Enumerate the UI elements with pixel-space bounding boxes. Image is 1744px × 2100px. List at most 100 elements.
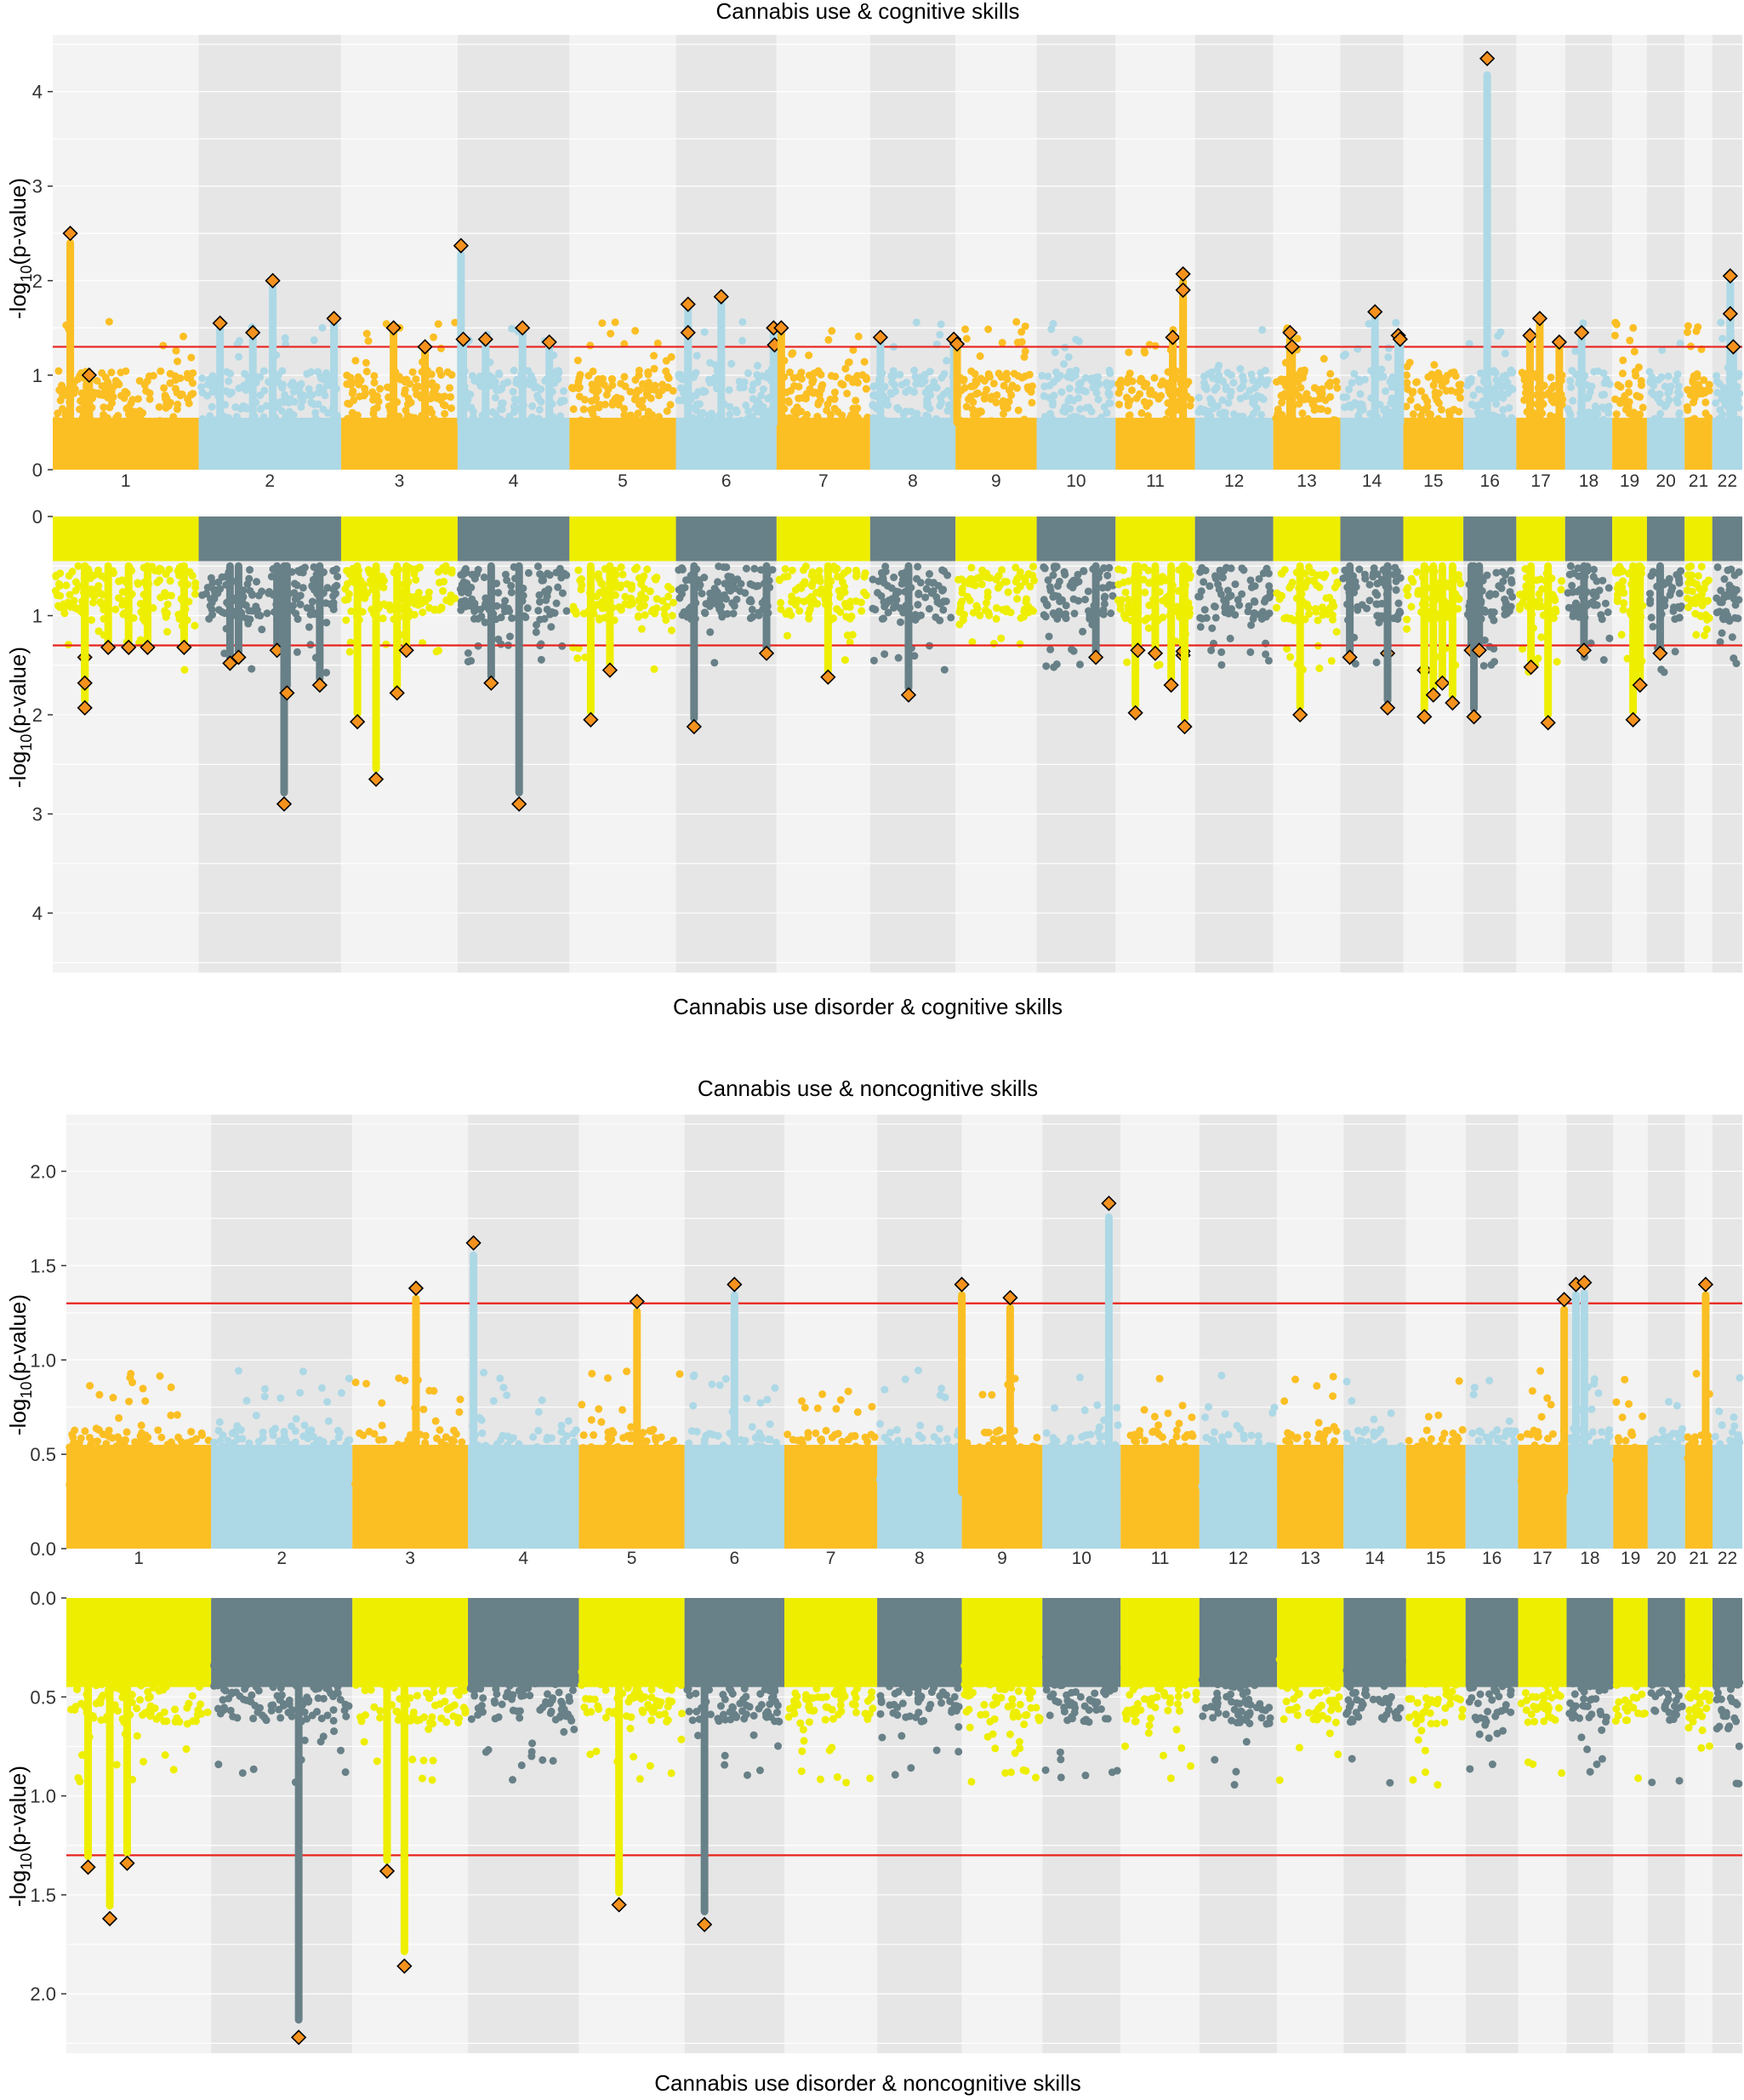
snp-point [1438,382,1446,391]
snp-point [377,1484,385,1492]
snp-point [1324,380,1332,389]
snp-point [598,319,607,328]
snp-point [623,1482,631,1491]
snp-point [545,571,554,579]
snp-point [142,386,151,395]
snp-point [370,1472,379,1481]
snp-point [1432,390,1440,398]
snp-point [493,1440,501,1448]
snp-point [1125,412,1133,420]
snp-point [851,1432,859,1441]
snp-point [398,1453,407,1462]
snp-point [943,407,952,415]
snp-point [317,1384,326,1392]
snp-point [534,607,543,615]
snp-point [1387,399,1395,408]
snp-point [322,368,330,377]
snp-point [791,1487,800,1496]
snp-point [536,570,544,579]
snp-point [356,1429,364,1437]
snp-point [962,334,971,343]
snp-point [1274,590,1282,598]
snp-point [846,414,854,422]
snp-point [537,385,545,393]
snp-point [780,573,789,581]
snp-point [308,597,316,606]
snp-point [1038,372,1046,380]
snp-point [495,370,504,379]
snp-point [1619,356,1627,364]
snp-point [114,594,123,602]
snp-point [434,320,442,328]
snp-point [1236,364,1245,373]
snp-point [797,1469,806,1478]
snp-point [242,614,251,623]
snp-point [56,397,65,405]
panel-cognitive-chromosome-label-3: 3 [395,471,405,491]
snp-point [759,385,767,393]
snp-point [1063,373,1072,381]
snp-point [252,602,260,611]
snp-point [289,411,298,419]
snp-point [163,628,172,636]
snp-point [419,608,427,617]
snp-point [1403,615,1411,624]
snp-point [268,1427,276,1435]
snp-point [538,1396,546,1405]
snp-point [543,605,551,613]
snp-point [580,396,589,404]
snp-point [708,1380,716,1389]
snp-point [1668,584,1677,592]
snp-point [1426,410,1434,419]
snp-point [967,367,976,375]
snp-point [437,603,446,612]
snp-point [637,579,646,588]
snp-point [643,391,652,400]
snp-point [1304,603,1313,612]
snp-point [241,369,249,378]
snp-point [1684,594,1692,602]
snp-point [849,345,858,354]
snp-point [165,565,174,574]
snp-point [744,407,753,415]
snp-point [1518,368,1526,377]
snp-point [129,1455,138,1464]
snp-point [917,611,926,619]
snp-point [841,364,850,373]
panel-cognitive-top-band-chr-15 [1403,35,1464,470]
snp-point [94,627,103,636]
snp-point [1072,335,1080,344]
snp-point [1066,581,1074,590]
snp-point [81,1427,89,1435]
snp-density [955,417,1037,470]
snp-point [496,1374,504,1383]
snp-point [441,402,449,410]
snp-point [135,1487,144,1495]
snp-point [1273,603,1281,612]
snp-point [1012,578,1020,586]
snp-point [137,1421,145,1429]
snp-point [891,387,899,396]
snp-point [1074,394,1083,402]
snp-point [499,1431,507,1440]
snp-point [245,1439,254,1447]
snp-point [1105,399,1114,408]
snp-point [154,1426,162,1435]
snp-point [714,578,722,586]
snp-density [53,417,199,470]
snp-point [789,374,798,382]
snp-point [1223,368,1232,377]
snp-point [1218,574,1227,582]
snp-point [1214,580,1223,589]
snp-point [1100,564,1109,573]
snp-point [323,381,332,390]
snp-point [640,380,648,389]
snp-point [499,1452,507,1460]
snp-point [1223,586,1232,595]
snp-point [347,380,356,389]
snp-point [1616,383,1625,391]
snp-point [446,384,454,392]
snp-density [1516,516,1565,562]
snp-point [1065,384,1074,392]
